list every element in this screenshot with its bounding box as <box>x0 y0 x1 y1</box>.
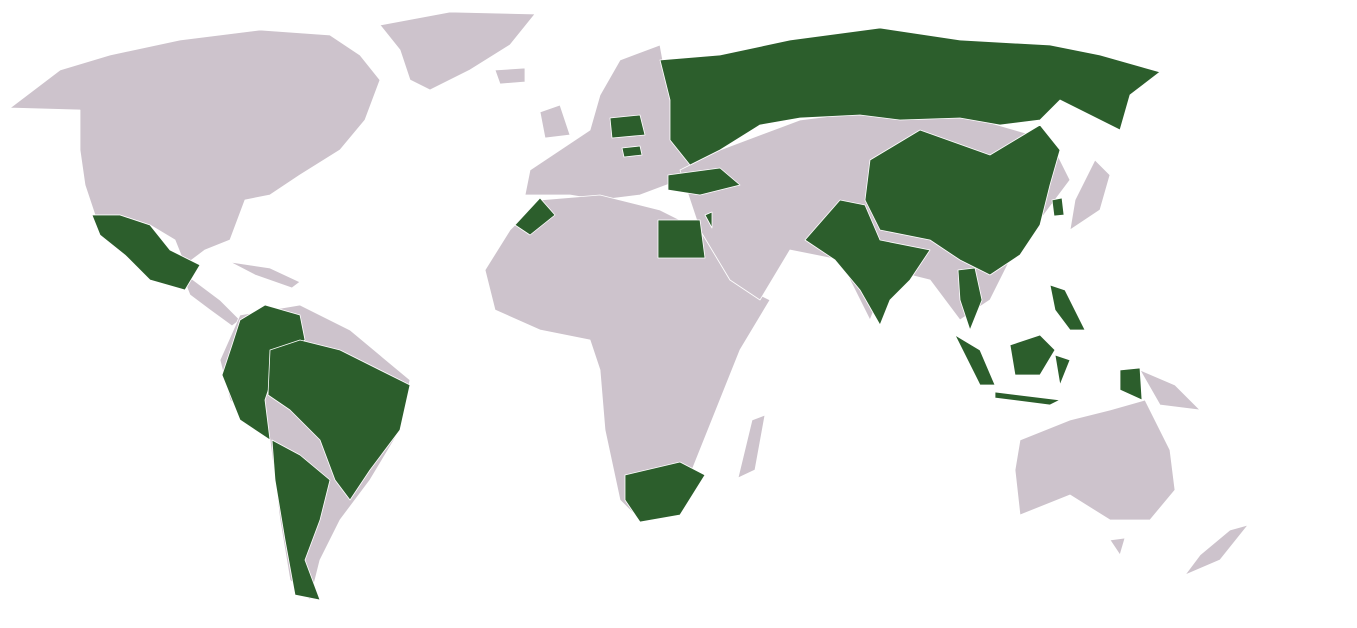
south-africa <box>624 461 706 523</box>
colombia-venezuela-ecuador-peru <box>221 304 306 441</box>
central-america <box>179 269 241 327</box>
poland <box>609 114 646 139</box>
highlighted-countries <box>91 27 1161 601</box>
egypt <box>657 219 706 259</box>
japan <box>1069 159 1111 231</box>
turkey <box>667 167 741 196</box>
thailand <box>957 267 983 331</box>
philippines <box>1049 284 1086 331</box>
india-pakistan <box>804 199 931 326</box>
madagascar <box>737 414 766 479</box>
tasmania <box>1109 537 1126 556</box>
south-korea <box>1051 197 1065 217</box>
new-zealand <box>1184 524 1249 576</box>
morocco <box>514 197 556 236</box>
malaysia-indonesia <box>954 334 1143 406</box>
australia <box>1014 399 1176 521</box>
caribbean <box>229 261 301 289</box>
north-america <box>9 29 381 266</box>
brazil <box>267 339 411 501</box>
israel <box>704 211 713 229</box>
iceland <box>494 67 526 85</box>
mexico <box>91 214 201 291</box>
china <box>864 124 1061 276</box>
hungary <box>621 145 643 158</box>
uk <box>539 104 571 139</box>
new-guinea <box>1139 369 1201 411</box>
argentina-chile <box>271 439 331 601</box>
greenland <box>379 11 536 91</box>
russia <box>659 27 1161 166</box>
